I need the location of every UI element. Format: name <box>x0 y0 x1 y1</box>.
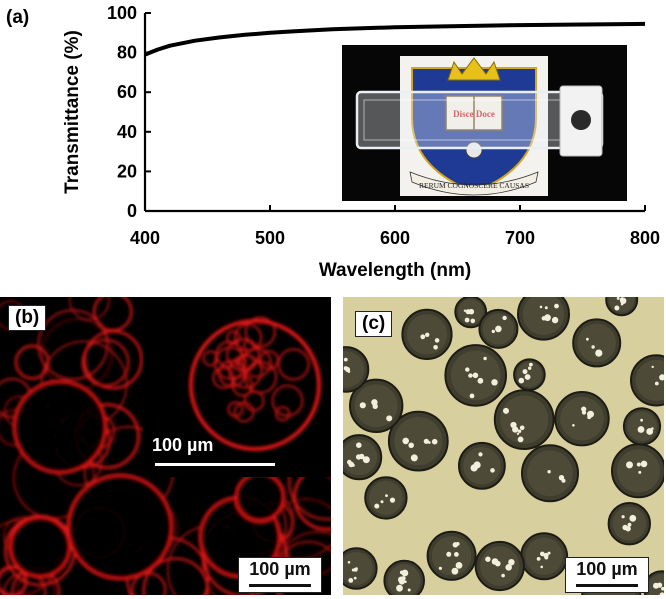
panel-b: (b) 100 µm 100 µm <box>0 297 331 595</box>
crest-motto: Disce Doce <box>453 109 495 119</box>
fluorescence-image <box>0 297 331 595</box>
scale-bar-c: 100 µm <box>565 557 649 593</box>
y-axis-label: Transmittance (%) <box>62 30 83 194</box>
x-tick-label: 800 <box>630 228 660 248</box>
transmittance-line <box>144 21 646 57</box>
rose-icon <box>465 141 483 159</box>
scale-bar-c-line <box>576 584 638 587</box>
y-tick-label: 60 <box>117 82 137 102</box>
panel-a: (a) Disce Doce RERUM COGNOSCERE CAUSAS <box>0 0 666 290</box>
y-tick-label: 80 <box>117 43 137 63</box>
crown-icon <box>447 57 501 81</box>
panel-c: (c) 100 µm <box>343 297 664 595</box>
panel-a-label: (a) <box>6 7 30 28</box>
y-tick-label: 100 <box>107 3 137 23</box>
photo-inset: Disce Doce RERUM COGNOSCERE CAUSAS <box>342 45 627 201</box>
x-axis-label: Wavelength (nm) <box>319 260 471 281</box>
y-tick-label: 40 <box>117 122 137 142</box>
scale-bar-b-line <box>249 584 311 587</box>
panel-b-label: (b) <box>8 305 47 331</box>
crest-ribbon-text: RERUM COGNOSCERE CAUSAS <box>419 181 529 190</box>
panel-c-label: (c) <box>355 311 393 337</box>
x-tick-label: 600 <box>380 228 410 248</box>
x-tick-label: 500 <box>255 228 285 248</box>
crest-ribbon <box>409 171 539 196</box>
scale-bar-c-label: 100 µm <box>576 559 638 579</box>
inset-scale-bar-label: 100 µm <box>152 435 214 455</box>
transmittance-chart: Disce Doce RERUM COGNOSCERE CAUSAS 0 20 40… <box>62 3 660 281</box>
scale-bar-b-label: 100 µm <box>249 559 311 579</box>
x-tick-label: 700 <box>505 228 535 248</box>
x-tick-label: 400 <box>130 228 160 248</box>
scale-bar-b: 100 µm <box>238 557 322 593</box>
inset-scale-bar <box>155 463 275 466</box>
droplet-image <box>343 297 664 595</box>
y-tick-label: 20 <box>117 161 137 181</box>
y-tick-label: 0 <box>127 201 137 221</box>
